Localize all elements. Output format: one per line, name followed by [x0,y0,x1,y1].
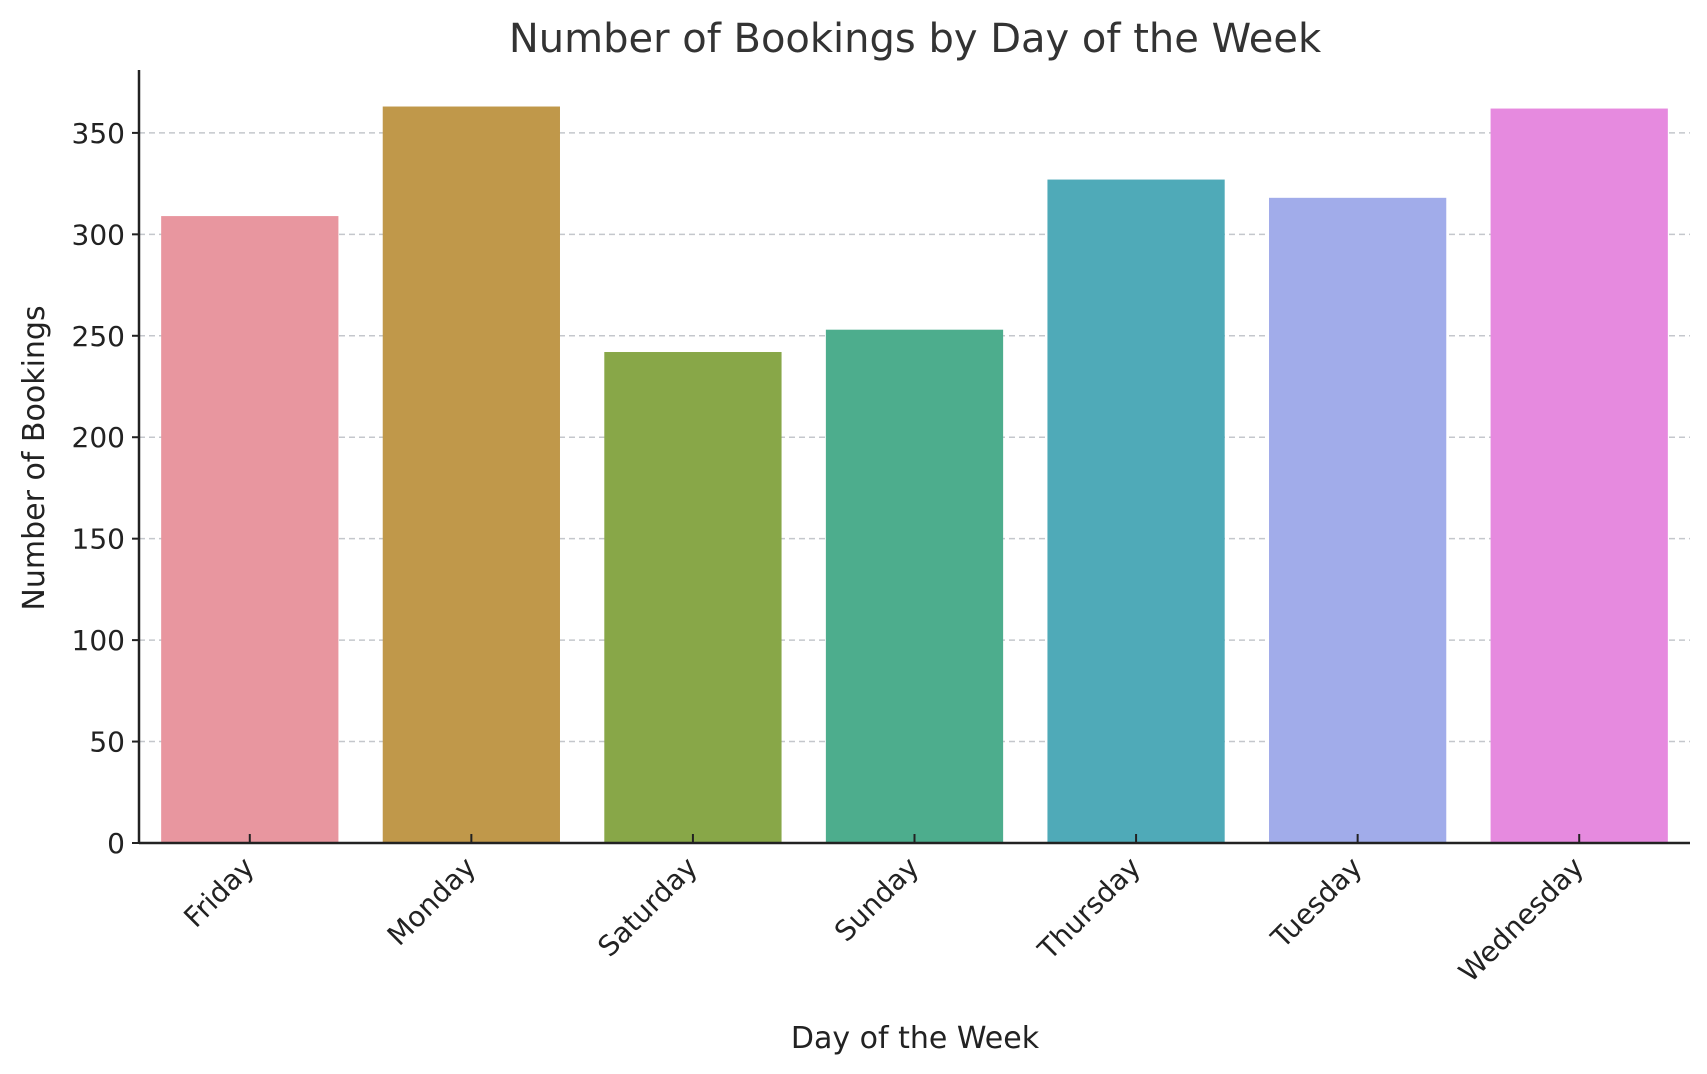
x-tick-label: Wednesday [1452,851,1590,989]
x-tick-label: Tuesday [1264,851,1369,956]
bar-wednesday [1490,108,1668,843]
y-tick-label: 100 [72,624,125,657]
x-tick-label: Friday [177,851,260,934]
axes [132,70,1690,845]
y-tick-label: 0 [107,827,125,860]
bar-thursday [1047,179,1225,843]
y-tick-label: 50 [89,726,125,759]
y-tick-label: 300 [72,218,125,251]
x-tick-label: Monday [381,851,483,953]
bar-sunday [825,329,1004,843]
y-tick-label: 350 [72,117,125,150]
y-axis-label: Number of Bookings [17,305,52,610]
y-tick-label: 150 [72,523,125,556]
x-axis-label: Day of the Week [791,1021,1040,1056]
bar-saturday [604,352,782,843]
y-tick-label: 200 [72,421,125,454]
x-tick-label: Sunday [828,851,925,948]
bar-tuesday [1269,197,1447,843]
bar-monday [382,106,560,844]
bar-friday [161,216,339,843]
x-tick-label: Thursday [1031,851,1147,967]
chart-title: Number of Bookings by Day of the Week [509,16,1322,62]
x-tick-label: Saturday [591,851,704,964]
y-tick-label: 250 [72,320,125,353]
bars [161,106,1668,844]
